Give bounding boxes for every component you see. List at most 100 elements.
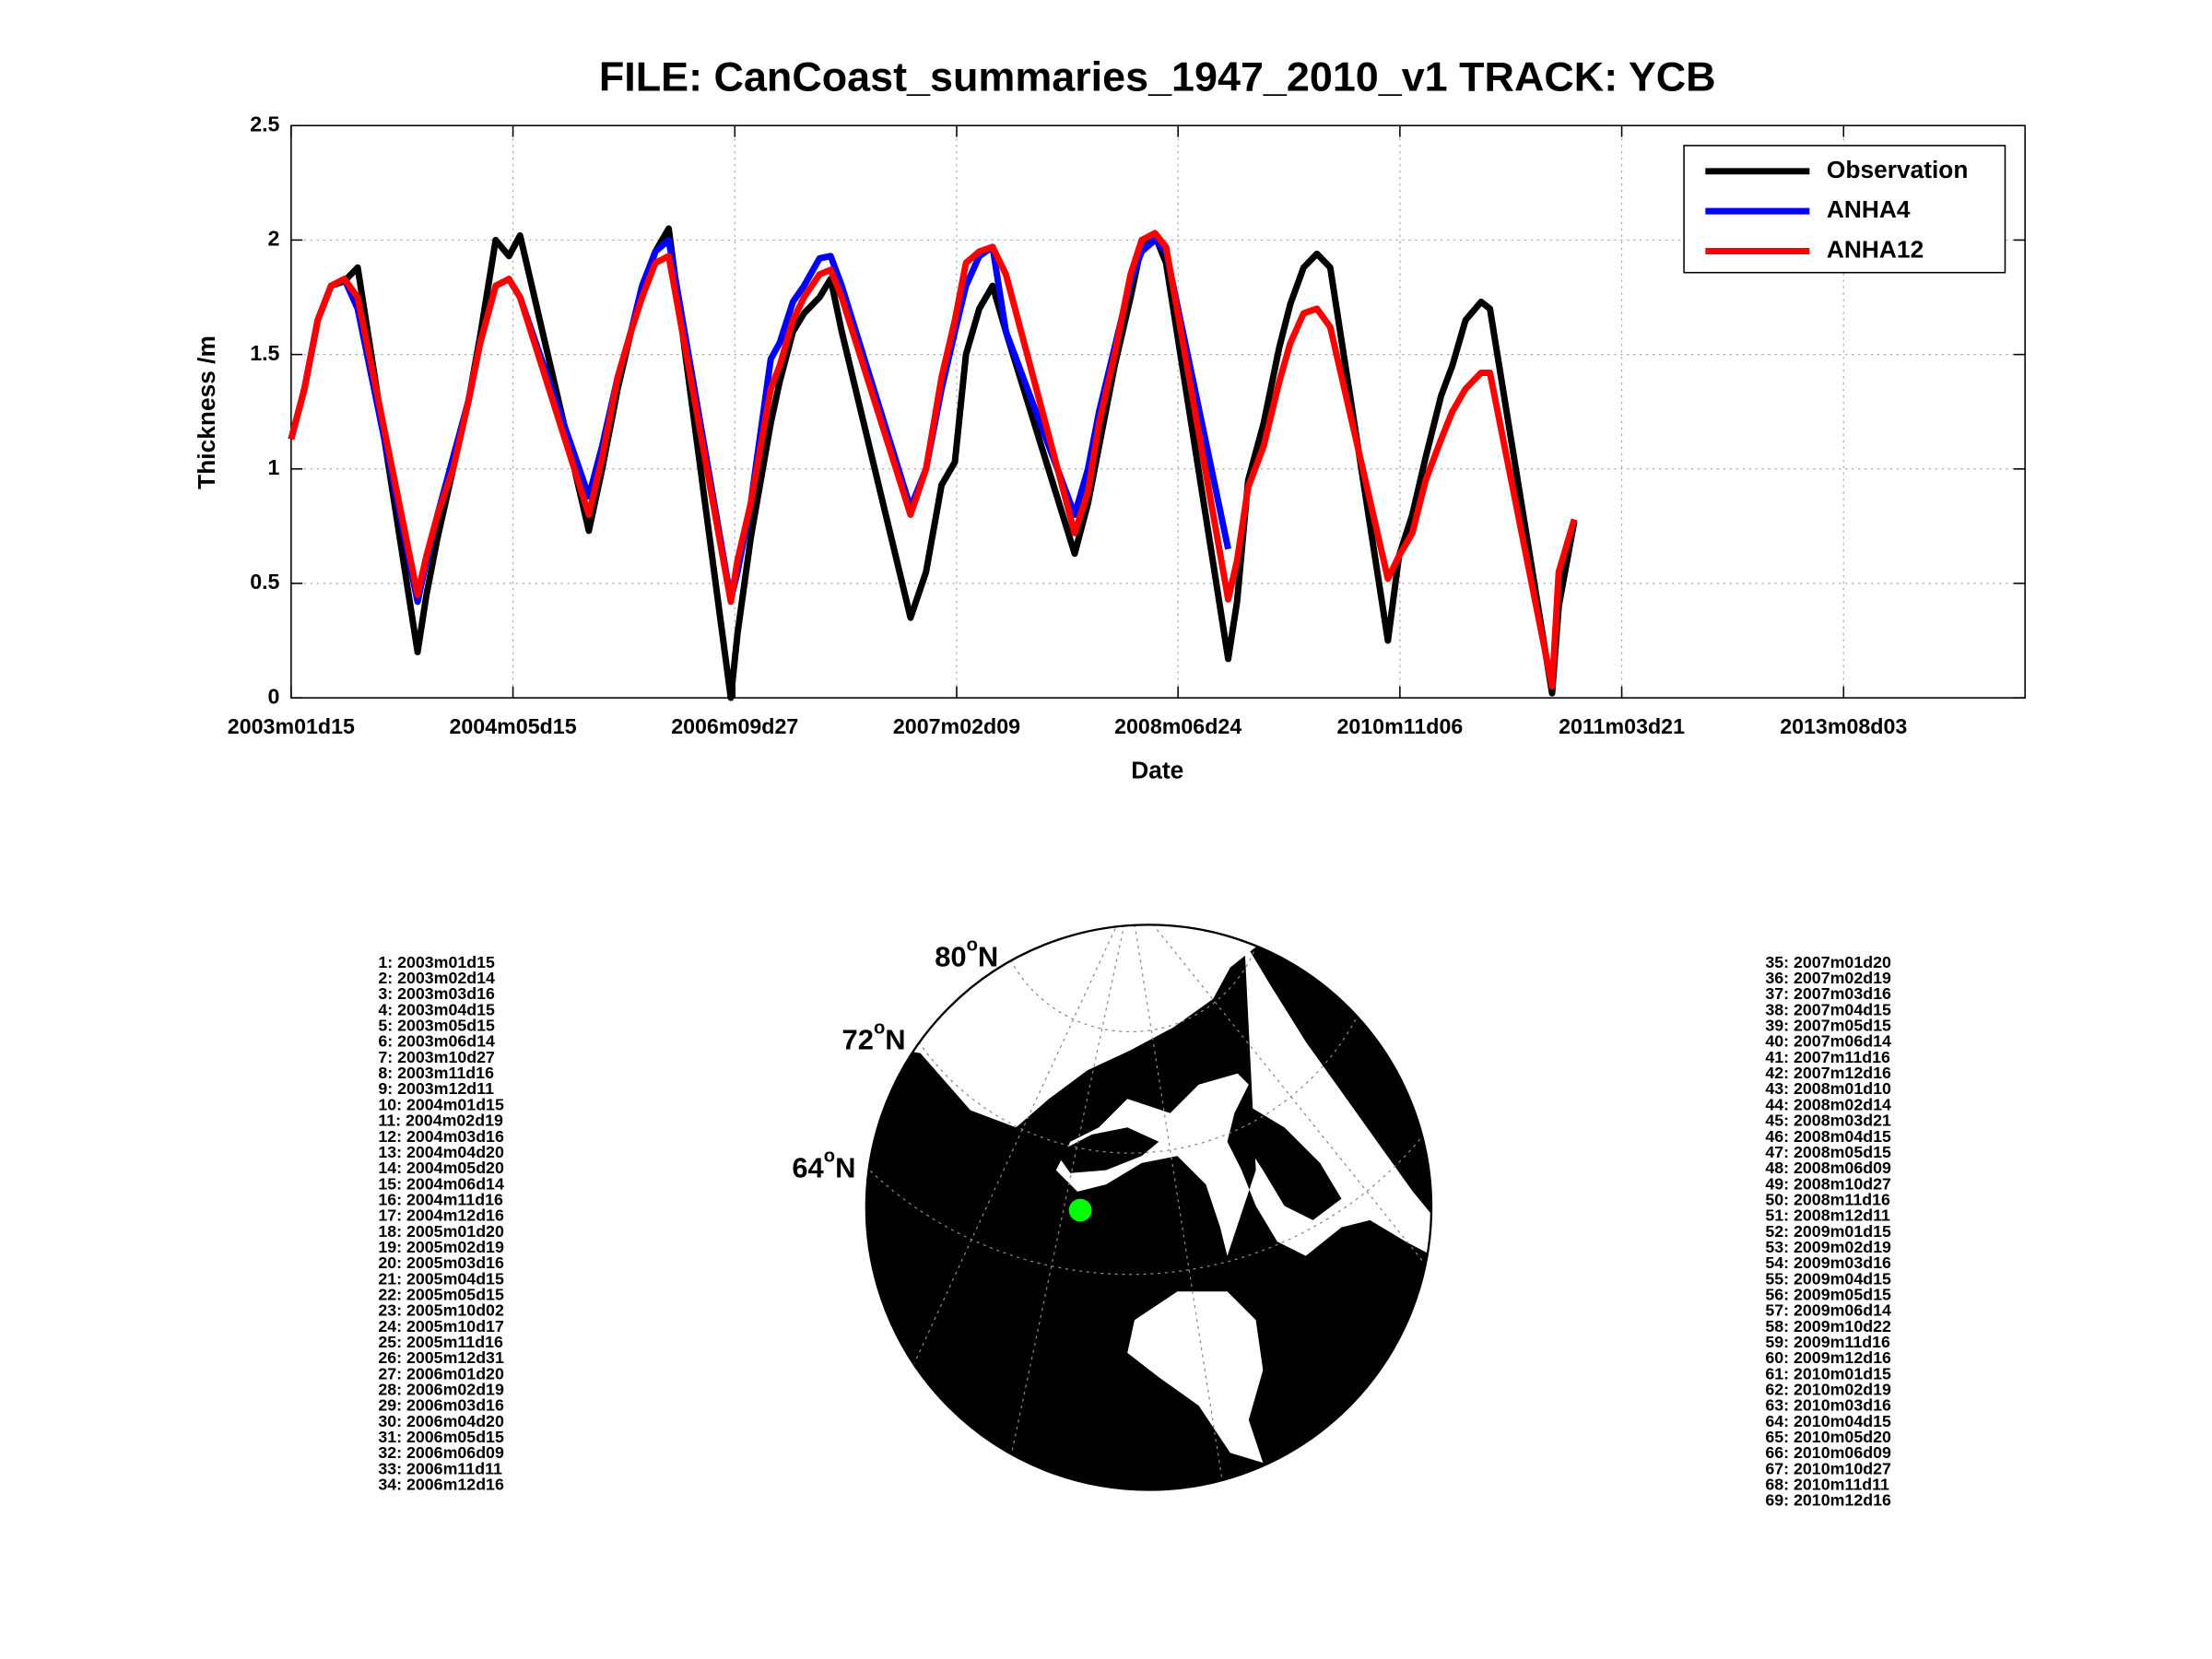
chart-title: FILE: CanCoast_summaries_1947_2010_v1 TR… [599, 53, 1716, 100]
date-index-entry: 48: 2008m06d09 [1765, 1159, 1891, 1177]
x-tick-label: 2010m11d06 [1336, 714, 1463, 738]
x-tick-label: 2004m05d15 [449, 714, 576, 738]
latitude-label-part: N [835, 1152, 855, 1184]
y-tick-label: 1 [268, 455, 280, 479]
date-index-entry: 35: 2007m01d20 [1765, 953, 1891, 971]
date-index-entry: 46: 2008m04d15 [1765, 1127, 1891, 1146]
y-tick-label: 1.5 [250, 341, 279, 365]
baffin-island [1244, 1106, 1342, 1220]
date-index-entry: 7: 2003m10d27 [378, 1048, 495, 1066]
date-index-entry: 15: 2004m06d14 [378, 1174, 504, 1193]
date-index-entry: 50: 2008m11d16 [1765, 1190, 1890, 1208]
date-index-entry: 45: 2008m03d21 [1765, 1112, 1891, 1130]
date-index-entry: 12: 2004m03d16 [378, 1127, 504, 1146]
plot-area: 0 0.5 1 1.5 2 2.5 2003m01d15 2004m05d15 2006m09d… [228, 112, 2026, 738]
date-index-entry: 9: 2003m12d11 [378, 1079, 494, 1098]
date-index-entry: 21: 2005m04d15 [378, 1269, 504, 1288]
date-index-entry: 34: 2006m12d16 [378, 1476, 504, 1494]
series-line [288, 229, 1578, 690]
globe-outline [865, 924, 1433, 1491]
date-index-entry: 52: 2009m01d15 [1765, 1222, 1891, 1241]
date-index-entry: 62: 2010m02d19 [1765, 1380, 1891, 1398]
date-index-entry: 30: 2006m04d20 [378, 1412, 504, 1430]
date-index-entry: 47: 2008m05d15 [1765, 1143, 1891, 1161]
latitude-label-part: 72 [842, 1023, 874, 1055]
date-index-entry: 39: 2007m05d15 [1765, 1017, 1891, 1035]
x-axis-label: Date [1131, 757, 1183, 784]
arctic-ocean [865, 924, 1259, 1128]
latitude-label-part: o [824, 1147, 835, 1167]
date-index-entry: 22: 2005m05d15 [378, 1285, 504, 1303]
y-tick-label: 2.5 [250, 112, 279, 135]
y-tick-label: 0 [268, 684, 280, 708]
date-index-entry: 40: 2007m06d14 [1765, 1032, 1891, 1051]
x-tick-label: 2006m09d27 [671, 714, 798, 738]
date-index-entry: 55: 2009m04d15 [1765, 1269, 1891, 1288]
x-tick-label: 2013m08d03 [1780, 714, 1907, 738]
date-index-entry: 49: 2008m10d27 [1765, 1174, 1891, 1193]
date-index-entry: 43: 2008m01d10 [1765, 1079, 1891, 1098]
date-index-entry: 4: 2003m04d15 [378, 1000, 495, 1018]
date-index-entry: 59: 2009m11d16 [1765, 1333, 1890, 1351]
date-index-entry: 27: 2006m01d20 [378, 1364, 504, 1382]
date-index-entry: 17: 2004m12d16 [378, 1206, 504, 1225]
date-index-entry: 5: 2003m05d15 [378, 1017, 495, 1035]
latitude-label-part: 80 [935, 941, 966, 973]
x-tick-label: 2008m06d24 [1114, 714, 1241, 738]
date-index-entry: 18: 2005m01d20 [378, 1222, 504, 1241]
legend-label: ANHA4 [1827, 195, 1911, 223]
date-index-entry: 13: 2004m04d20 [378, 1143, 504, 1161]
date-index-entry: 57: 2009m06d14 [1765, 1301, 1891, 1320]
y-tick-label: 2 [268, 227, 280, 251]
date-index-entry: 24: 2005m10d17 [378, 1317, 504, 1335]
latitude-label-part: N [885, 1023, 905, 1055]
date-index-entry: 31: 2006m05d15 [378, 1428, 504, 1446]
latitude-label-part: o [967, 935, 978, 956]
date-index-entry: 3: 2003m03d16 [378, 984, 495, 1003]
date-index-entry: 2: 2003m02d14 [378, 969, 495, 987]
y-tick-label: 0.5 [250, 570, 279, 594]
legend-label: ANHA12 [1827, 235, 1924, 263]
date-index-entry: 8: 2003m11d16 [378, 1064, 494, 1082]
date-index-entry: 44: 2008m02d14 [1765, 1095, 1891, 1113]
date-index-entry: 56: 2009m05d15 [1765, 1285, 1891, 1303]
latitude-label: 64oN [792, 1147, 855, 1184]
date-index-entry: 68: 2010m11d11 [1765, 1476, 1889, 1494]
hudson-bay [1127, 1291, 1264, 1464]
y-axis-label: Thickness /m [193, 335, 220, 489]
map-body [865, 924, 1432, 1490]
latitude-label-part: N [978, 941, 998, 973]
date-index-entry: 26: 2005m12d31 [378, 1348, 504, 1367]
date-index-entry: 63: 2010m03d16 [1765, 1396, 1891, 1415]
latitude-label-part: o [874, 1018, 885, 1039]
date-index-entry: 61: 2010m01d15 [1765, 1364, 1891, 1382]
channels [1055, 941, 1432, 1256]
date-index-entry: 1: 2003m01d15 [378, 953, 495, 971]
date-index-entry: 16: 2004m11d16 [378, 1190, 503, 1208]
legend-label: Observation [1827, 156, 1969, 183]
date-index-entry: 25: 2005m11d16 [378, 1333, 503, 1351]
x-tick-label: 2011m03d21 [1559, 714, 1685, 738]
date-index-entry: 53: 2009m02d19 [1765, 1238, 1891, 1256]
x-tick-label: 2007m02d09 [893, 714, 1020, 738]
date-index-entry: 41: 2007m11d16 [1765, 1048, 1890, 1066]
date-index-entry: 33: 2006m11d11 [378, 1459, 502, 1477]
date-index-entry: 14: 2004m05d20 [378, 1159, 504, 1177]
track-location [1068, 1198, 1092, 1222]
date-index-entry: 19: 2005m02d19 [378, 1238, 504, 1256]
date-index-entry: 66: 2010m06d09 [1765, 1443, 1891, 1462]
date-index-entry: 36: 2007m02d19 [1765, 969, 1891, 987]
date-index-entry: 58: 2009m10d22 [1765, 1317, 1891, 1335]
island [1055, 1127, 1159, 1173]
date-index-entry: 64: 2010m04d15 [1765, 1412, 1891, 1430]
date-index-entry: 51: 2008m12d11 [1765, 1206, 1890, 1225]
date-index-entry: 67: 2010m10d27 [1765, 1459, 1891, 1477]
date-index-entry: 28: 2006m02d19 [378, 1380, 504, 1398]
date-index-entry: 54: 2009m03d16 [1765, 1253, 1891, 1272]
date-index-entry: 60: 2009m12d16 [1765, 1348, 1891, 1367]
date-index-entry: 29: 2006m03d16 [378, 1396, 504, 1415]
